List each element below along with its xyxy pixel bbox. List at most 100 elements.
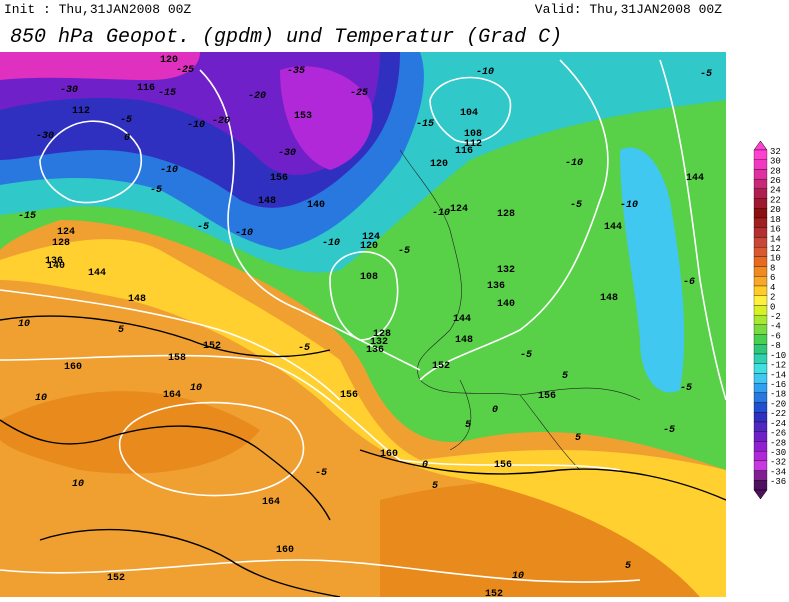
temperature-label: 0 [422, 460, 428, 471]
temperature-label: -5 [398, 246, 410, 257]
temperature-label: -30 [36, 131, 54, 142]
geopotential-label: 164 [262, 497, 280, 508]
colorbar-swatch [753, 373, 768, 384]
geopotential-label: 160 [276, 545, 294, 556]
colorbar-label: -4 [770, 322, 781, 332]
colorbar-label: 10 [770, 254, 781, 264]
colorbar-label: 2 [770, 293, 775, 303]
colorbar-swatch [753, 285, 768, 296]
geopotential-label: 140 [497, 299, 515, 310]
temperature-label: 5 [118, 325, 124, 336]
geopotential-label: 160 [380, 449, 398, 460]
geopotential-label: 124 [362, 232, 380, 243]
colorbar-label: 28 [770, 166, 781, 176]
temperature-label: 5 [562, 371, 568, 382]
colorbar-label: 24 [770, 186, 781, 196]
geopotential-label: 158 [168, 353, 186, 364]
temperature-label: -5 [700, 69, 712, 80]
colorbar-swatch [753, 441, 768, 452]
colorbar-swatch [753, 324, 768, 335]
geopotential-label: 128 [52, 238, 70, 249]
geopotential-label: 160 [64, 362, 82, 373]
colorbar-swatch [753, 344, 768, 355]
colorbar-label: 12 [770, 244, 781, 254]
temperature-label: -5 [570, 200, 582, 211]
colorbar-label: -34 [770, 467, 786, 477]
temperature-label: -6 [683, 277, 695, 288]
temperature-label: 5 [432, 481, 438, 492]
geopotential-label: 112 [464, 139, 482, 150]
colorbar-label: 6 [770, 273, 775, 283]
temperature-label: -30 [60, 85, 78, 96]
geopotential-label: 124 [450, 204, 468, 215]
geopotential-label: 120 [160, 55, 178, 66]
geopotential-label: 120 [430, 159, 448, 170]
geopotential-label: 152 [485, 589, 503, 597]
geopotential-label: 128 [497, 209, 515, 220]
temperature-label: -10 [187, 120, 205, 131]
geopotential-label: 148 [455, 335, 473, 346]
colorbar-swatch [753, 198, 768, 209]
geopotential-label: 132 [497, 265, 515, 276]
colorbar: 32302826242220181614121086420-2-4-6-8-10… [753, 140, 786, 500]
temperature-label: 10 [190, 383, 202, 394]
colorbar-label: -2 [770, 312, 781, 322]
temperature-label: -15 [18, 211, 36, 222]
geopotential-label: 156 [270, 173, 288, 184]
temperature-label: -10 [160, 165, 178, 176]
colorbar-label: 4 [770, 283, 775, 293]
colorbar-swatch [753, 363, 768, 374]
temperature-label: -5 [150, 185, 162, 196]
colorbar-label: -36 [770, 477, 786, 487]
colorbar-swatch [753, 208, 768, 219]
colorbar-swatch [753, 480, 768, 491]
colorbar-swatch [753, 295, 768, 306]
geopotential-label: 140 [47, 261, 65, 272]
colorbar-swatch [753, 353, 768, 364]
geopotential-label: 156 [340, 390, 358, 401]
temperature-label: 5 [575, 433, 581, 444]
temperature-label: -20 [212, 116, 230, 127]
init-time: Init : Thu,31JAN2008 00Z [4, 2, 191, 17]
geopotential-label: 164 [163, 390, 181, 401]
colorbar-label: -32 [770, 458, 786, 468]
colorbar-label: -6 [770, 331, 781, 341]
colorbar-swatch [753, 470, 768, 481]
temperature-label: -5 [197, 222, 209, 233]
temperature-label: -5 [315, 468, 327, 479]
colorbar-label: 14 [770, 234, 781, 244]
colorbar-label: 0 [770, 302, 775, 312]
temperature-label: -15 [416, 119, 434, 130]
geopotential-label: 136 [487, 281, 505, 292]
temperature-label: -35 [287, 66, 305, 77]
temperature-label: -10 [476, 67, 494, 78]
colorbar-swatch [753, 169, 768, 180]
colorbar-swatch [753, 402, 768, 413]
colorbar-swatch [753, 188, 768, 199]
geopotential-label: 112 [72, 106, 90, 117]
colorbar-swatch [753, 276, 768, 287]
colorbar-swatch [753, 334, 768, 345]
temperature-label: 0 [124, 133, 130, 144]
geopotential-label: 152 [432, 361, 450, 372]
temperature-label: -15 [158, 88, 176, 99]
colorbar-label: -24 [770, 419, 786, 429]
colorbar-swatch [753, 159, 768, 170]
colorbar-label: -28 [770, 438, 786, 448]
colorbar-label: -12 [770, 361, 786, 371]
geopotential-label: 148 [128, 294, 146, 305]
colorbar-label: -18 [770, 390, 786, 400]
colorbar-label: -8 [770, 341, 781, 351]
temperature-label: -10 [565, 158, 583, 169]
colorbar-label: 30 [770, 157, 781, 167]
temperature-label: 5 [465, 420, 471, 431]
colorbar-label: -20 [770, 399, 786, 409]
temperature-label: -5 [663, 425, 675, 436]
temperature-label: 10 [35, 393, 47, 404]
colorbar-swatch [753, 256, 768, 267]
colorbar-label: -10 [770, 351, 786, 361]
temperature-label: 10 [18, 319, 30, 330]
geopotential-label: 148 [258, 196, 276, 207]
geopotential-label: 116 [137, 83, 155, 94]
temperature-labels: -30 -25 -20 -35 -30 -15 -10 -5 -25 -30 -… [18, 65, 712, 582]
